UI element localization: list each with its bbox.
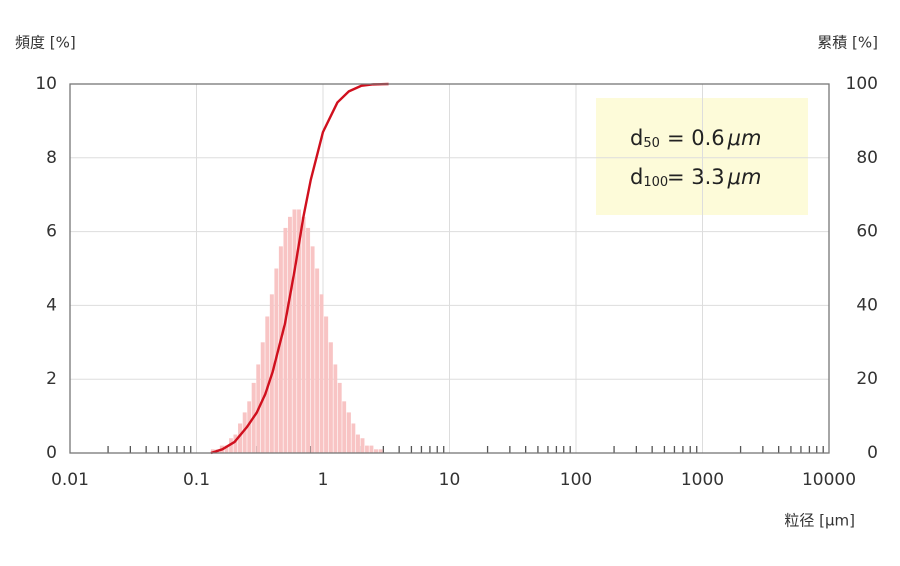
- annotation-unit: μm: [727, 165, 762, 189]
- bar: [369, 445, 374, 453]
- bar: [378, 449, 383, 453]
- y-tick-label: 8: [46, 148, 57, 168]
- annotation-text: = 3.3: [667, 165, 725, 189]
- bar: [238, 423, 243, 453]
- y2-tick-label: 20: [856, 369, 878, 389]
- bar: [319, 294, 324, 453]
- annotation: d50 = 0.6 μm: [630, 126, 762, 151]
- bar: [233, 434, 238, 453]
- annotation-prefix: d: [630, 126, 643, 150]
- x-tick-label: 1000: [681, 470, 724, 490]
- annotation-sub: 100: [643, 175, 668, 190]
- x-tick-label: 10: [439, 470, 461, 490]
- bar: [373, 449, 378, 453]
- bar: [247, 401, 252, 453]
- plot-frame: [69, 83, 830, 454]
- bar: [242, 412, 247, 453]
- y-tick-label: 2: [46, 369, 57, 389]
- x-axis-label: 粒径 [μm]: [784, 512, 855, 530]
- y-axis-label: 頻度 [%]: [15, 34, 76, 52]
- y2-tick-label: 40: [856, 295, 878, 315]
- bar: [328, 342, 333, 453]
- bar: [310, 246, 315, 453]
- y2-tick-label: 0: [867, 443, 878, 463]
- bar: [337, 382, 342, 453]
- cumulative-line: [210, 82, 389, 455]
- bar: [324, 316, 329, 453]
- y-tick-label: 4: [46, 295, 57, 315]
- bar: [229, 438, 233, 453]
- x-tick-label: 1: [318, 470, 329, 490]
- y2-tick-label: 100: [846, 74, 878, 94]
- bar: [355, 434, 360, 453]
- annotation-sub: 50: [643, 136, 660, 151]
- x-tick-label: 0.01: [51, 470, 89, 490]
- bar: [351, 423, 356, 453]
- y-tick-label: 10: [35, 74, 57, 94]
- bar: [360, 438, 365, 453]
- annotation: d100= 3.3 μm: [630, 165, 762, 190]
- y2-tick-label: 80: [856, 148, 878, 168]
- bar: [333, 364, 338, 453]
- bar: [306, 227, 311, 453]
- bar: [342, 401, 347, 453]
- bar: [292, 209, 297, 453]
- y2-tick-label: 60: [856, 222, 878, 242]
- bar: [365, 445, 369, 453]
- annotation-text: = 0.6: [667, 126, 725, 150]
- bar: [288, 216, 292, 453]
- x-tick-label: 0.1: [183, 470, 210, 490]
- annotation-prefix: d: [630, 165, 643, 189]
- y2-axis-label: 累積 [%]: [817, 34, 878, 52]
- x-tick-label: 10000: [802, 470, 856, 490]
- annotation-unit: μm: [727, 126, 762, 150]
- y-tick-label: 6: [46, 222, 57, 242]
- bar: [297, 209, 301, 453]
- bar: [301, 216, 306, 453]
- bar: [315, 268, 320, 453]
- bar: [278, 246, 283, 453]
- y-tick-label: 0: [46, 443, 57, 463]
- bar: [224, 445, 229, 453]
- bar: [346, 412, 351, 453]
- x-tick-label: 100: [560, 470, 592, 490]
- bar: [283, 227, 288, 453]
